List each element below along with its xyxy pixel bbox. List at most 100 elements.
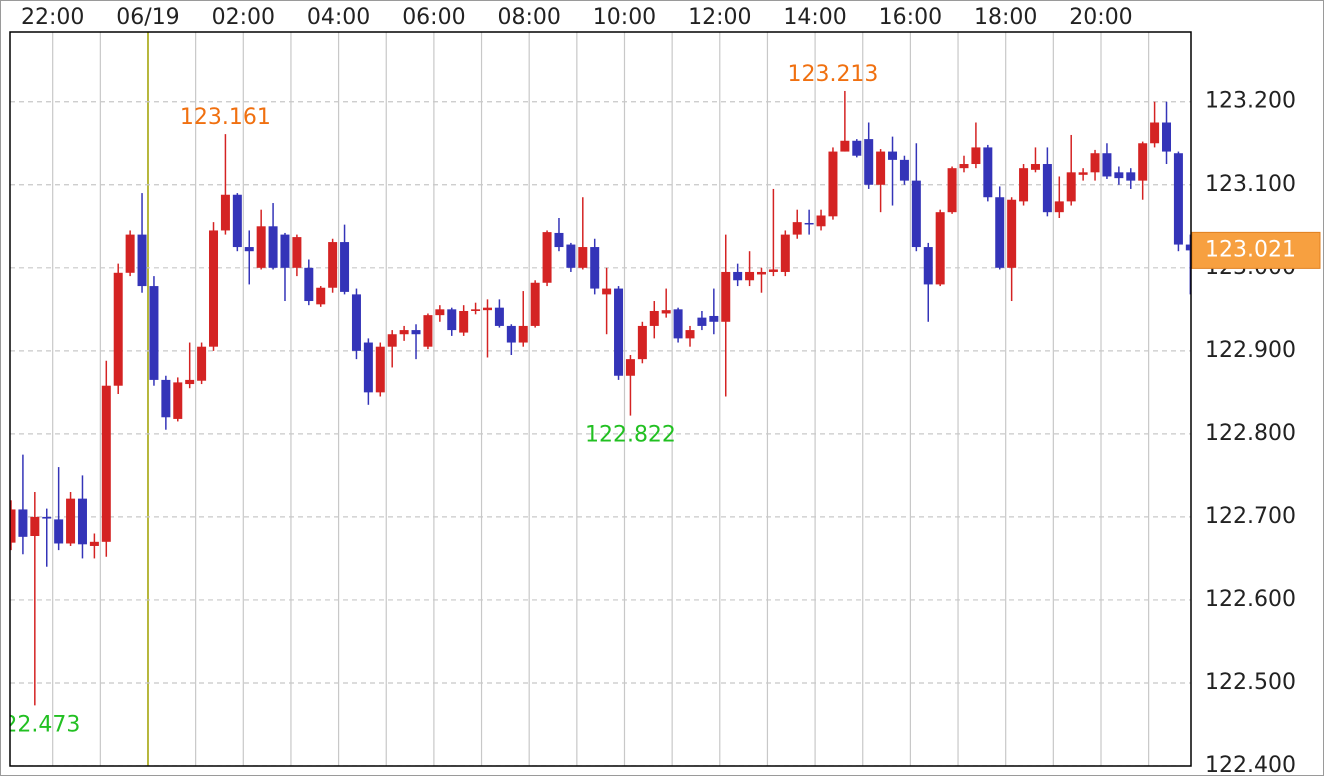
candle-body: [840, 140, 850, 152]
candle-body: [1090, 153, 1100, 173]
candle-body: [983, 147, 993, 198]
candle-body: [780, 234, 790, 272]
candle-body: [864, 139, 874, 185]
candle-body: [328, 242, 338, 288]
y-tick-label: 122.500: [1205, 670, 1296, 695]
candle-body: [292, 237, 302, 268]
candle-body: [1030, 164, 1040, 170]
candle-body: [637, 325, 647, 360]
candle-body: [351, 294, 361, 351]
candle-body: [661, 310, 671, 314]
candle-body: [185, 379, 195, 385]
candle-body: [66, 498, 76, 544]
candle-body: [1078, 172, 1088, 175]
candle-body: [578, 247, 588, 268]
candle-body: [530, 282, 540, 326]
candle-body: [10, 509, 16, 543]
candle-body: [947, 168, 957, 213]
extreme-label: 122.822: [585, 423, 676, 448]
candle-body: [1066, 172, 1076, 202]
candle-body: [1150, 122, 1160, 144]
candle-body: [1019, 168, 1029, 202]
plot-border: [9, 31, 1192, 767]
x-tick-label: 18:00: [974, 5, 1037, 30]
candle-body: [137, 234, 147, 287]
candle-body: [971, 147, 981, 165]
candle-body: [244, 247, 254, 252]
candle-body: [828, 151, 838, 217]
candle-body: [1102, 153, 1112, 177]
candle-body: [852, 140, 862, 156]
candle-body: [625, 359, 635, 376]
candle-body: [316, 287, 326, 305]
candle-body: [697, 317, 707, 326]
x-tick-label: 12:00: [688, 5, 751, 30]
y-tick-label: 122.900: [1205, 338, 1296, 363]
y-tick-label: 122.700: [1205, 504, 1296, 529]
candle-body: [411, 330, 421, 335]
x-tick-label: 08:00: [497, 5, 560, 30]
candle-body: [768, 269, 778, 272]
x-tick-label: 04:00: [307, 5, 370, 30]
candle-body: [42, 516, 52, 519]
candle-body: [399, 330, 409, 335]
candle-body: [363, 342, 373, 393]
candle-body: [18, 509, 28, 537]
candle-body: [232, 194, 242, 248]
candle-body: [494, 307, 504, 326]
candle-body: [733, 271, 743, 281]
candle-body: [1054, 201, 1064, 213]
candle-body: [804, 222, 814, 225]
candle-body: [959, 164, 969, 169]
last-price-box: [1191, 231, 1321, 269]
candle-body: [1173, 153, 1183, 245]
candle-body: [709, 315, 719, 322]
candle-body: [614, 288, 624, 376]
candle-body: [888, 151, 898, 160]
y-tick-label: 123.200: [1205, 89, 1296, 114]
candle-body: [673, 309, 683, 339]
candle-body: [220, 194, 230, 231]
candle-body: [89, 541, 99, 546]
extreme-label: 122.473: [0, 712, 80, 737]
candle-body: [375, 346, 385, 393]
candle-body: [1007, 199, 1017, 268]
candle-body: [387, 334, 397, 347]
y-tick-label: 122.400: [1205, 753, 1296, 776]
candle-body: [30, 516, 40, 537]
candle-body: [1126, 172, 1136, 181]
x-tick-label: 02:00: [212, 5, 275, 30]
grid: [10, 32, 1191, 766]
candle-body: [435, 309, 445, 316]
candle-body: [649, 310, 659, 326]
candle-body: [304, 267, 314, 302]
candle-body: [125, 234, 135, 273]
candle-body: [340, 242, 350, 292]
x-tick-label: 10:00: [593, 5, 656, 30]
candle-body: [54, 519, 64, 544]
candle-body: [876, 151, 886, 185]
candle-body: [911, 180, 921, 248]
candle-body: [482, 307, 492, 311]
x-tick-label: 06/19: [116, 5, 179, 30]
candle-body: [899, 159, 909, 181]
x-tick-label: 16:00: [879, 5, 942, 30]
candle-body: [268, 226, 278, 268]
candle-body: [685, 330, 695, 339]
axes: 22:00 06/19 02:00 04:00 06:00 08:00 10:00 12:00…: [21, 5, 1321, 776]
x-tick-label: 22:00: [21, 5, 84, 30]
candle-body: [590, 247, 600, 289]
candle-body: [256, 226, 266, 268]
candle-body: [1114, 172, 1124, 179]
candle-body: [459, 310, 469, 333]
last-price-label: 123.021: [1205, 237, 1296, 262]
plot-area: 123.161 123.213 122.822 122.473: [0, 62, 1191, 737]
extreme-label: 123.213: [787, 62, 878, 87]
candle-body: [935, 212, 945, 285]
candle-body: [77, 498, 87, 545]
candle-body: [554, 232, 564, 248]
candle-body: [721, 271, 731, 322]
candle-body: [923, 247, 933, 285]
